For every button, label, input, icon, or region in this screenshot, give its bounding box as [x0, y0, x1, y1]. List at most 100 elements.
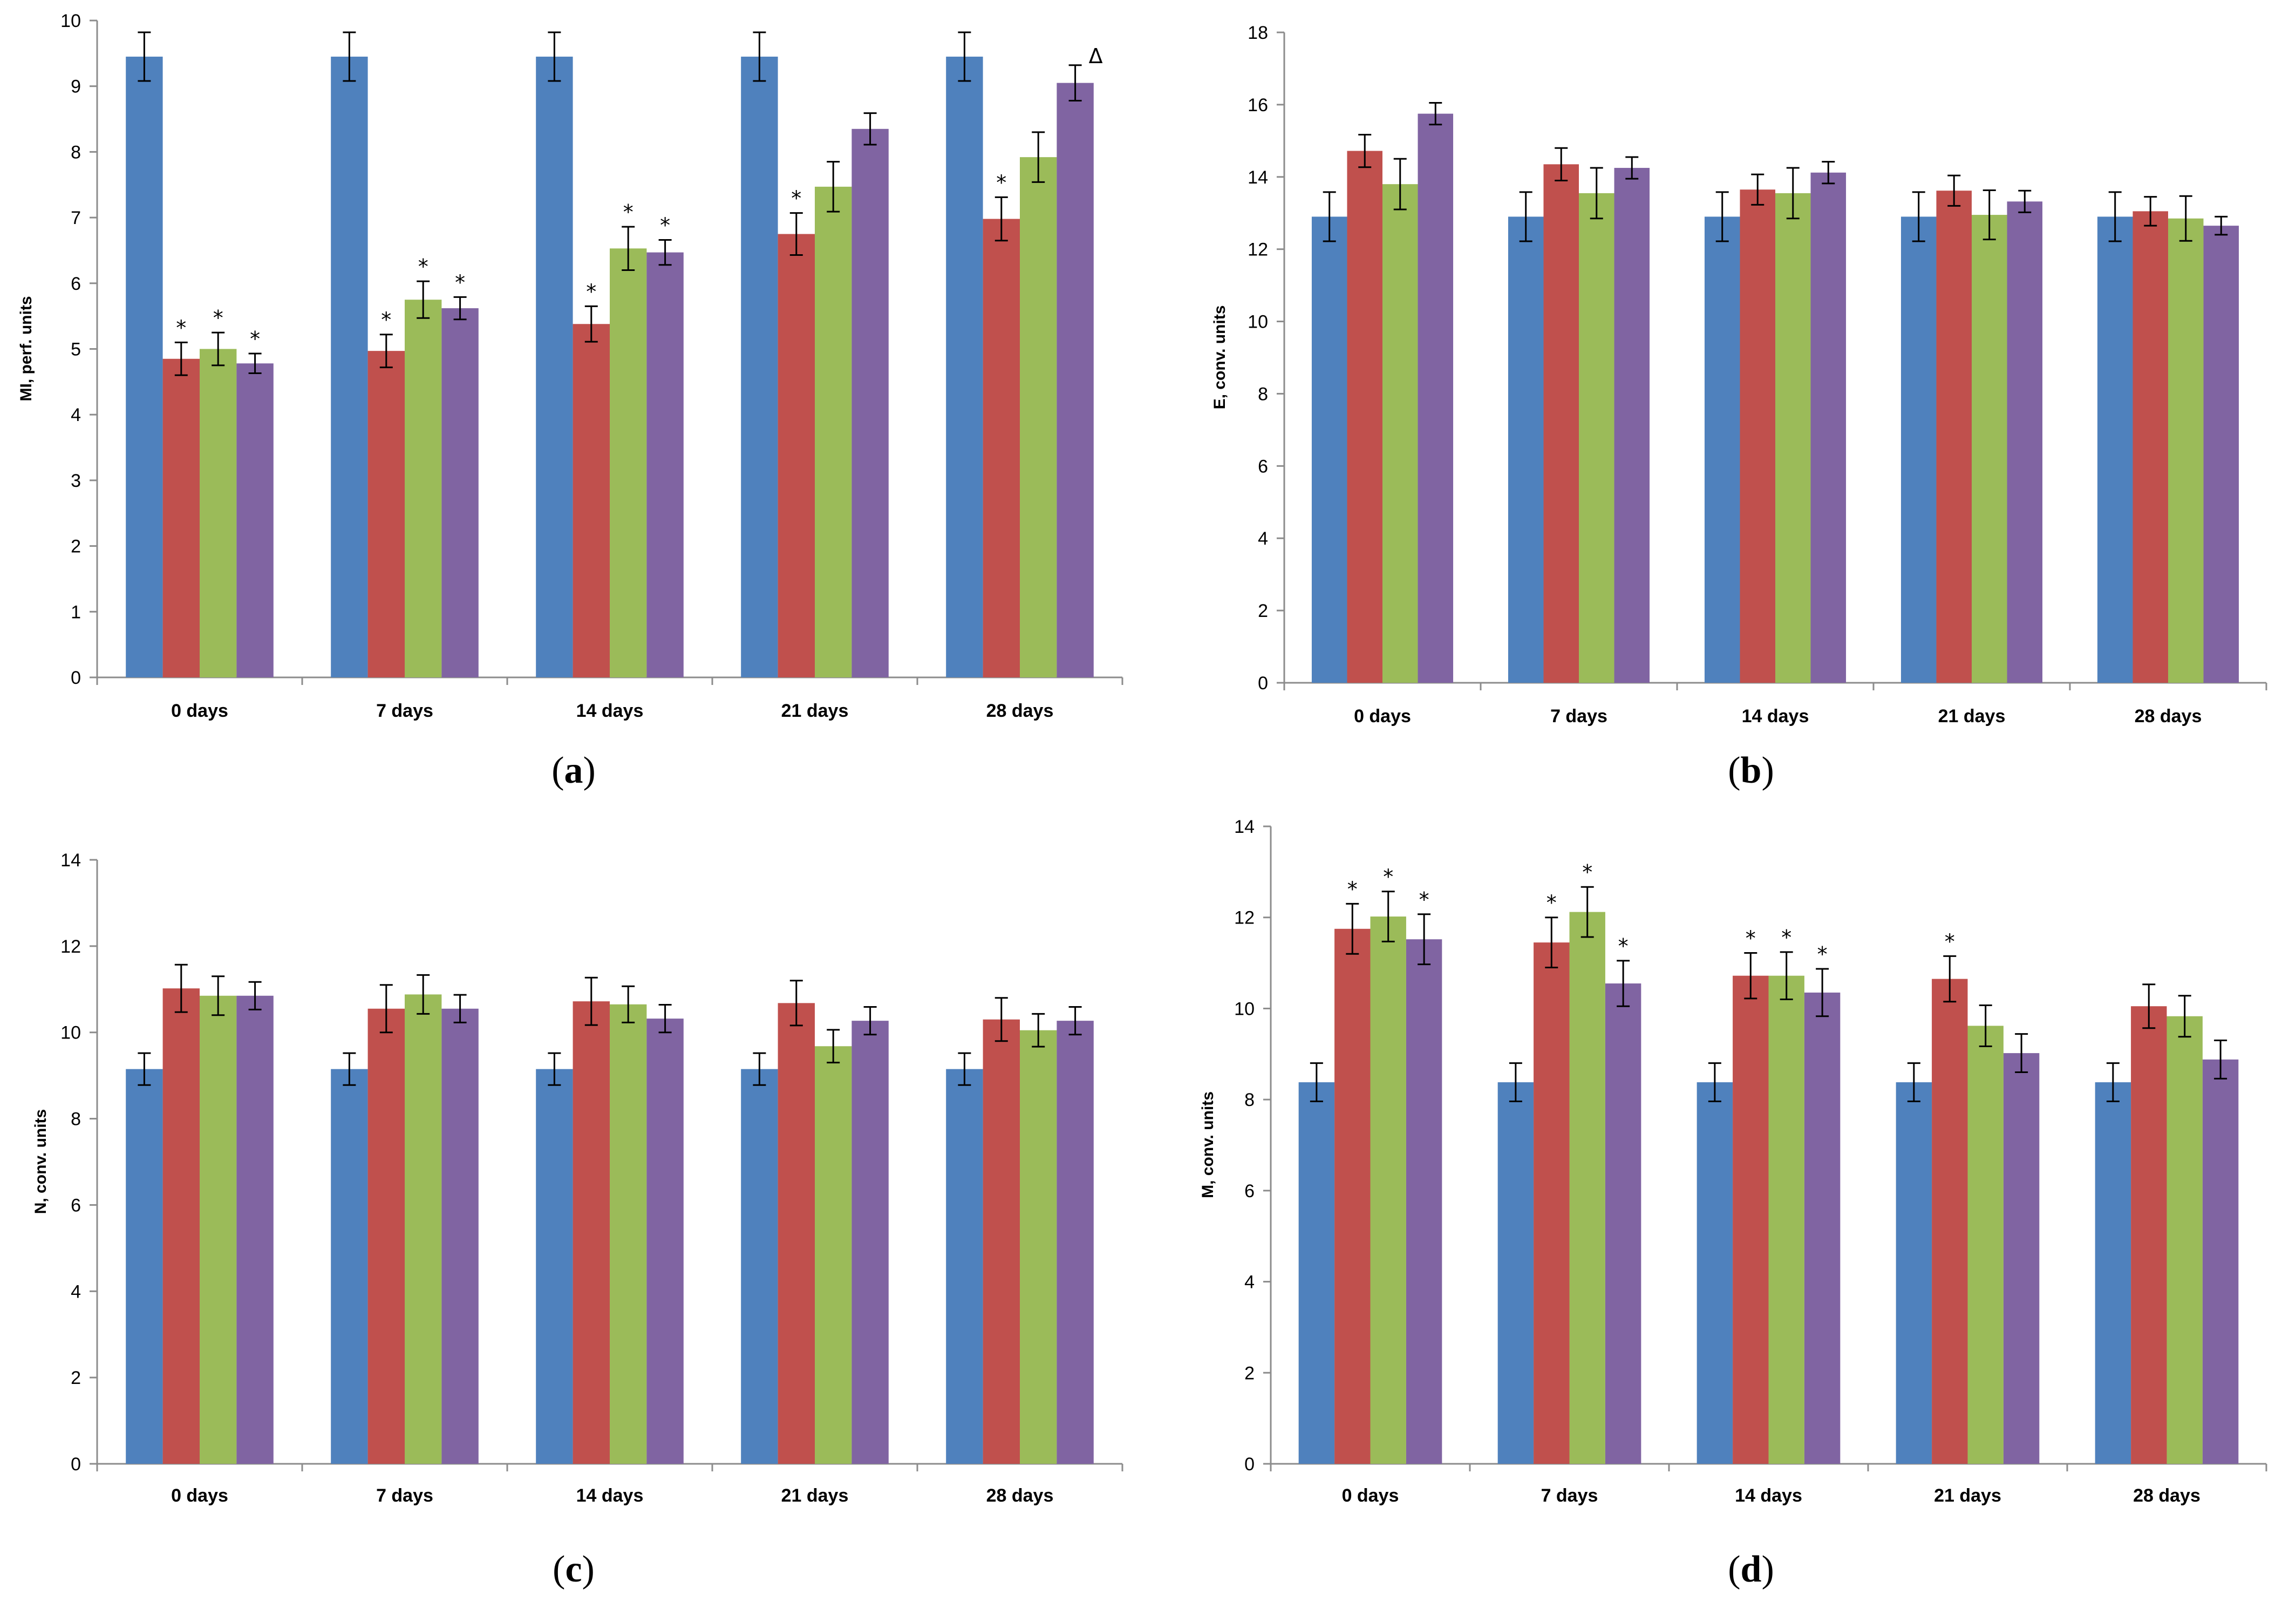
significance-marker: * [455, 270, 465, 294]
y-tick-label: 8 [1244, 1090, 1255, 1110]
bar [573, 1001, 610, 1464]
panel-label-open-paren: ( [1728, 1549, 1740, 1590]
y-tick-label: 6 [1244, 1181, 1255, 1202]
bar [367, 351, 405, 677]
bar [1382, 184, 1418, 683]
bar [331, 1069, 368, 1464]
y-tick-label: 0 [71, 1454, 81, 1475]
x-tick-label: 7 days [1541, 1485, 1598, 1506]
significance-marker: * [176, 316, 186, 340]
bar [1020, 1030, 1057, 1464]
bar [1406, 939, 1442, 1464]
x-tick-label: 28 days [986, 1485, 1054, 1506]
significance-marker: * [586, 280, 596, 303]
bar [1697, 1082, 1733, 1464]
bar [2133, 211, 2168, 683]
bar [2168, 218, 2204, 683]
significance-marker: * [1383, 865, 1393, 889]
x-tick-label: 14 days [576, 1485, 644, 1506]
y-tick-label: 5 [71, 340, 81, 360]
y-tick-label: 10 [60, 1023, 81, 1043]
bar [1704, 216, 1740, 683]
y-tick-label: 14 [1234, 817, 1255, 837]
bar [367, 1008, 405, 1464]
panel-label: (c) [553, 1549, 595, 1590]
bar [1311, 216, 1347, 683]
bar [741, 1069, 778, 1464]
bar [1370, 917, 1406, 1464]
x-tick-label: 28 days [986, 701, 1054, 721]
y-tick-label: 0 [1258, 673, 1268, 694]
bar [536, 56, 573, 677]
y-tick-label: 8 [71, 1109, 81, 1130]
x-tick-label: 0 days [1342, 1485, 1399, 1506]
y-tick-label: 0 [1244, 1454, 1255, 1475]
y-tick-label: 4 [1258, 528, 1268, 549]
bar [2166, 1016, 2203, 1464]
y-tick-label: 18 [1248, 23, 1268, 43]
y-tick-label: 2 [1244, 1363, 1255, 1383]
bar [441, 1008, 479, 1464]
bar [983, 219, 1020, 677]
panel-label-close-paren: ) [1761, 1549, 1774, 1590]
panel-label: (d) [1728, 1549, 1774, 1590]
bar [2203, 226, 2239, 683]
bar [1972, 215, 2007, 683]
significance-marker: * [1781, 926, 1791, 949]
bar [1418, 113, 1454, 683]
bar [1740, 189, 1775, 683]
bar [983, 1019, 1020, 1464]
significance-marker: * [623, 200, 633, 224]
panel-label-letter: c [565, 1549, 582, 1590]
y-tick-label: 10 [60, 11, 81, 31]
bar [200, 349, 237, 677]
bar [405, 994, 442, 1464]
bar [1543, 164, 1579, 683]
significance-marker: * [791, 187, 801, 211]
bar [1298, 1082, 1335, 1464]
bar [1810, 172, 1847, 683]
y-tick-label: 8 [1258, 384, 1268, 404]
y-tick-label: 8 [71, 142, 81, 162]
panel-label-close-paren: ) [583, 750, 596, 791]
significance-marker: * [660, 213, 670, 237]
bar [851, 1021, 889, 1464]
bar [126, 1069, 163, 1464]
bar [1534, 942, 1570, 1464]
bar [2131, 1006, 2167, 1464]
y-tick-label: 6 [71, 1195, 81, 1216]
bar [946, 1069, 983, 1464]
y-tick-label: 10 [1248, 312, 1268, 332]
bar [1334, 928, 1371, 1464]
y-axis-label: N, conv. units [32, 1109, 50, 1214]
y-tick-label: 16 [1248, 95, 1268, 116]
panel-label-open-paren: ( [1728, 750, 1740, 791]
chart-panel-d: 0 2 4 6 8 10 12 14 M, conv. units 0 days * * * 7 days… [1199, 817, 2267, 1590]
significance-marker: * [1945, 929, 1955, 953]
bar [1508, 216, 1544, 683]
significance-marker: * [381, 308, 391, 332]
bar [162, 358, 200, 677]
x-tick-label: 14 days [576, 701, 644, 721]
y-tick-label: 14 [1248, 167, 1268, 188]
x-tick-label: 14 days [1735, 1485, 1802, 1506]
y-axis-label: M, conv. units [1199, 1091, 1217, 1198]
panel-label-letter: a [564, 750, 583, 791]
bar [610, 1004, 647, 1464]
y-tick-label: 3 [71, 471, 81, 491]
panel-label-letter: b [1741, 750, 1762, 791]
y-tick-label: 14 [60, 850, 81, 871]
bar [405, 300, 442, 677]
significance-marker: * [1746, 927, 1756, 951]
x-tick-label: 7 days [1550, 706, 1607, 727]
significance-marker: * [1347, 877, 1358, 901]
bar [1936, 191, 1972, 683]
bar [1768, 975, 1804, 1464]
bar [1020, 157, 1057, 677]
y-tick-label: 2 [71, 537, 81, 557]
bar [1057, 1021, 1094, 1464]
bar [2097, 216, 2133, 683]
y-tick-label: 0 [71, 668, 81, 688]
y-tick-label: 6 [1258, 456, 1268, 477]
x-tick-label: 0 days [171, 1485, 228, 1506]
